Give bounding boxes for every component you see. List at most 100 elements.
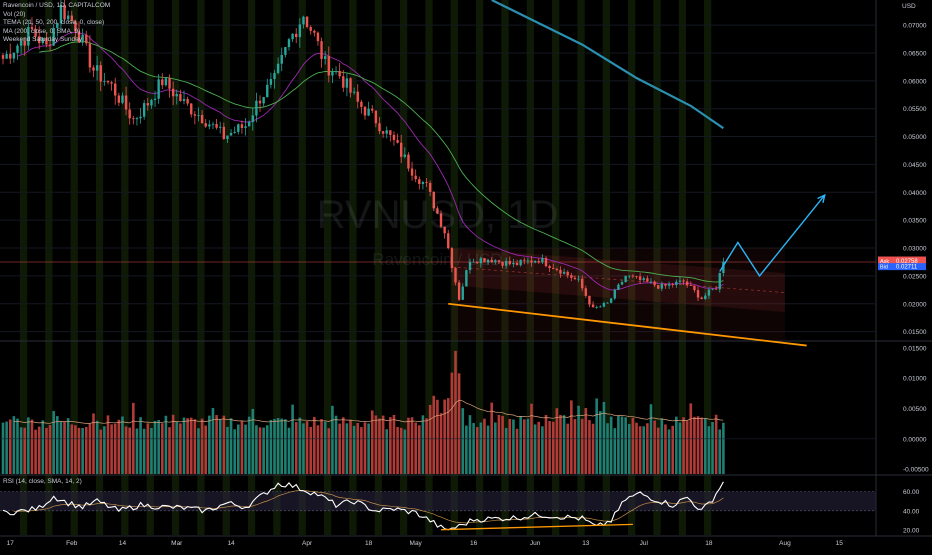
candle-body (222, 126, 226, 139)
candle-body (342, 76, 345, 88)
volume-bar (573, 419, 577, 474)
volume-bar (52, 411, 55, 474)
volume-bar (215, 415, 218, 474)
candle-body (508, 260, 511, 265)
candle-body (164, 78, 168, 86)
price-tick-label: 0.01500 (903, 329, 927, 336)
candle-body (497, 260, 501, 262)
volume-bar (193, 419, 197, 474)
volume-bar (685, 421, 689, 474)
candle-body (128, 109, 131, 119)
volume-bar (229, 418, 233, 474)
indicator-ma[interactable]: MA (200, close, 0, SMA, 9) (3, 27, 81, 35)
price-tick-label: 0.04500 (903, 162, 927, 169)
volume-bar (620, 416, 624, 474)
candle-body (276, 63, 280, 73)
candle-body (483, 258, 486, 263)
volume-bar (135, 428, 139, 474)
volume-bar (475, 427, 479, 474)
volume-bar (92, 413, 95, 474)
candle-body (38, 36, 41, 44)
candle-body (334, 70, 338, 73)
rsi-legend[interactable]: RSI (14, close, SMA, 14, 2) (3, 478, 82, 485)
volume-bar (218, 419, 222, 474)
candle-body (425, 182, 428, 183)
ask-value: 0.02758 (896, 259, 918, 265)
candle-body (124, 95, 128, 110)
weekend-stripe (197, 0, 205, 535)
candle-body (269, 79, 273, 85)
chart-legend: Ravencoin / USD, 1D, CAPITALCOM Vol (20)… (3, 2, 110, 45)
price-tick-label: 0.03500 (903, 218, 927, 225)
candle-body (208, 124, 211, 127)
candle-body (95, 65, 99, 71)
indicator-weekend[interactable]: Weekend Saturday Sunday (3, 36, 83, 44)
candle-body (617, 284, 620, 290)
candle-body (530, 260, 533, 263)
volume-bar (653, 420, 656, 474)
weekend-stripe (171, 0, 180, 535)
weekend-stripes (19, 0, 712, 535)
candle-body (501, 261, 504, 266)
volume-bar (56, 416, 59, 474)
volume-bar (146, 423, 150, 474)
volume-bar (504, 427, 508, 474)
volume-bar (403, 429, 407, 474)
candle-body (432, 191, 435, 209)
candle-body (233, 131, 236, 133)
x-tick-label: 18 (705, 540, 713, 547)
volume-bar (153, 420, 157, 474)
indicator-vol[interactable]: Vol (20) (3, 10, 26, 18)
volume-bar (208, 415, 211, 474)
volume-bar (110, 424, 113, 474)
candle-body (588, 295, 591, 305)
volume-bar (251, 408, 255, 474)
candle-body (157, 79, 160, 99)
candle-body (591, 304, 595, 308)
candle-body (200, 115, 204, 124)
volume-bar (700, 417, 703, 474)
volume-bar (599, 411, 602, 474)
volume-bar (182, 417, 186, 474)
volume-bar (320, 419, 323, 474)
volume-bar (164, 415, 168, 474)
weekend-stripe (628, 0, 636, 535)
volume-bar (522, 419, 526, 474)
volume-bar (305, 421, 309, 474)
volume-bar (313, 416, 316, 474)
volume-bar (240, 420, 244, 474)
volume-bar (265, 425, 269, 474)
candle-body (5, 53, 8, 59)
candle-body (461, 286, 464, 300)
candle-body (660, 284, 664, 289)
bid-value: 0.02711 (896, 265, 918, 271)
candle-body (479, 258, 483, 264)
volume-bar (490, 402, 493, 474)
candle-body (247, 121, 251, 127)
volume-bar (436, 399, 439, 474)
weekend-stripe (19, 0, 28, 535)
candle-body (244, 126, 247, 128)
candle-body (704, 295, 707, 299)
indicator-tema[interactable]: TEMA (21, 50, 200, close, 0, close) (3, 19, 105, 27)
price-grid: 0.07000 0.06500 0.06000 0.05500 0.05000 0.045… (0, 23, 927, 336)
volume-bar (323, 421, 327, 474)
candle-body (624, 275, 627, 283)
candle-body (41, 37, 45, 44)
x-tick-label: Feb (66, 540, 78, 547)
candle-body (305, 16, 309, 27)
candle-body (504, 260, 508, 266)
candle-body (642, 278, 645, 281)
candle-body (52, 27, 55, 46)
candle-body (135, 118, 139, 120)
candle-body (515, 262, 519, 266)
candle-body (544, 258, 548, 267)
volume-bar (233, 429, 236, 474)
volume-bar (591, 423, 595, 474)
candle-body (63, 4, 66, 20)
candle-body (215, 123, 218, 128)
candle-body (537, 261, 540, 263)
volume-bar (74, 425, 77, 474)
